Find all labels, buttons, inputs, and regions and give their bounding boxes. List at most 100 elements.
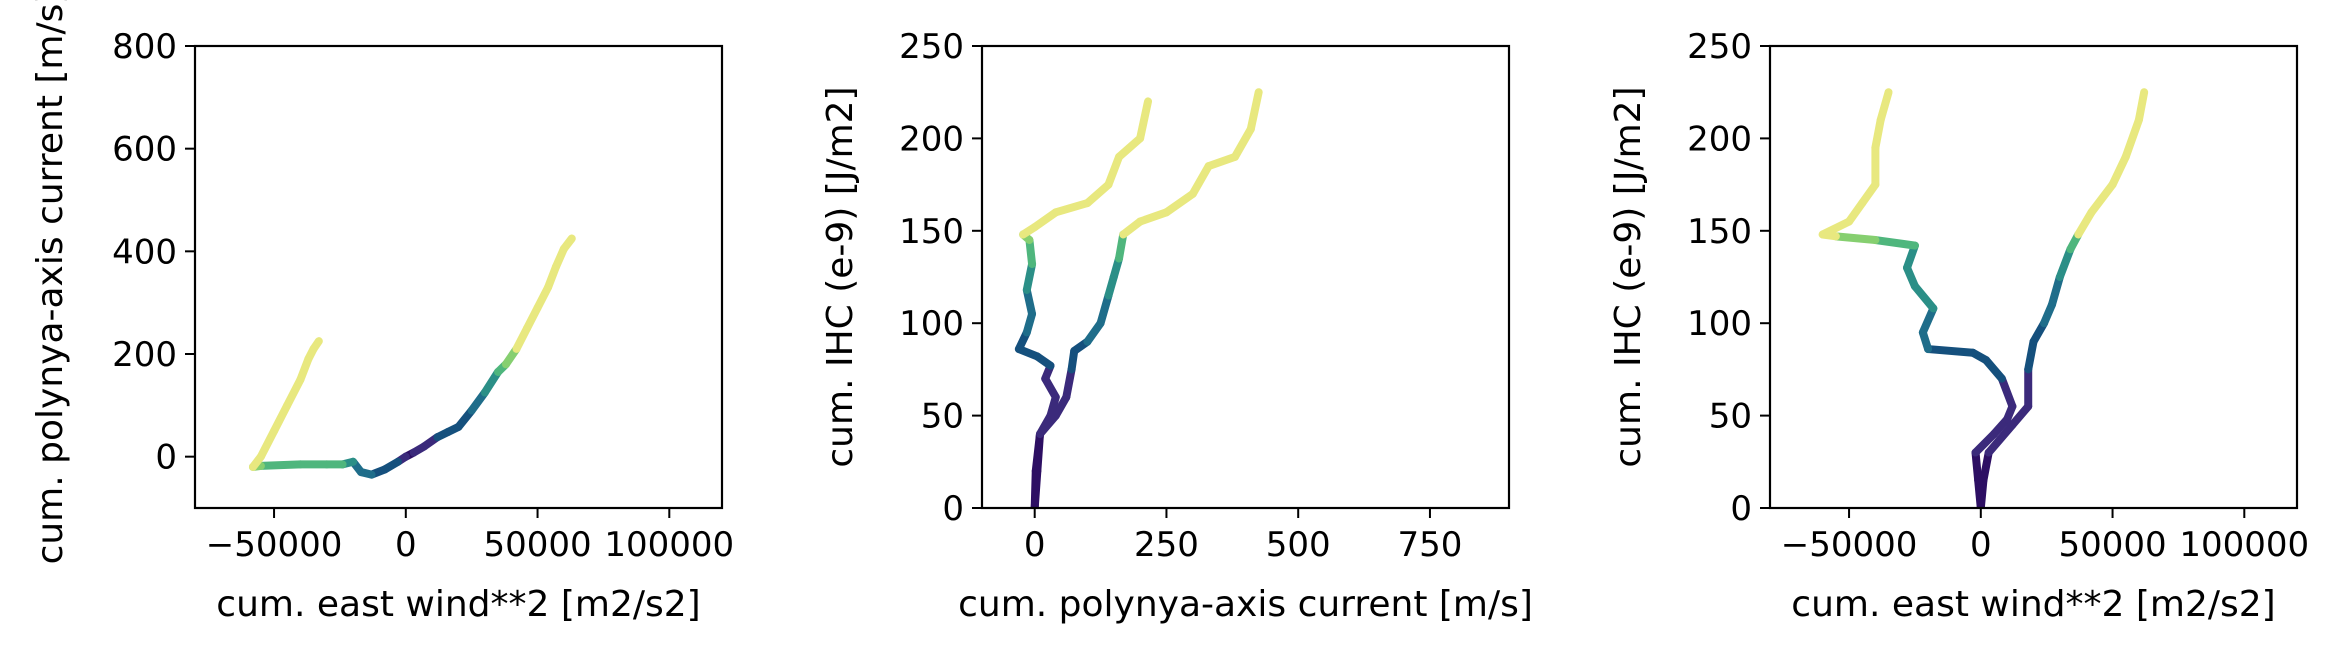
x-tick-label: −50000 [206,525,343,565]
panel-wind-vs-current: −50000 0 50000 100000 0 200 400 600 800 cum. east… [30,0,734,625]
series-segment [270,401,292,435]
y-tick-label: 200 [899,119,964,159]
series-segment [1022,260,1037,294]
series-segment [1246,88,1263,134]
series-segment [1051,199,1092,217]
plot-area [248,234,576,479]
y-tick-label: 100 [1687,304,1752,344]
y-tick-label: 200 [1687,119,1752,159]
series-segment [2108,152,2130,189]
series-segment [256,427,279,461]
series-segment [1083,180,1113,208]
x-axis-label: cum. polynya-axis current [m/s] [958,584,1533,625]
axes-frame [980,44,1511,510]
y-tick-label: 200 [112,335,177,375]
y-axis-label: cum. IHC (e-9) [J/m2] [820,86,861,467]
y-tick-label: 800 [112,27,177,67]
series-segment [1997,374,2017,411]
plot-area [1818,88,2149,508]
series-segment [1971,448,1983,485]
series-segment [1871,236,1919,250]
series-segment [1033,430,1044,476]
series-segment [559,234,576,253]
series-segment [1204,152,1239,171]
series-segment [1982,356,2006,383]
series-segment [1062,365,1076,402]
axes-frame [1768,44,2299,510]
series-segment [1979,448,1993,485]
x-tick-label: 50000 [2058,525,2166,565]
y-tick-label: 100 [899,304,964,344]
series-segment [1022,285,1037,318]
series-segment [2087,180,2117,217]
series-segment [309,337,323,353]
y-tick-label: 250 [1687,27,1752,67]
series-segment [2134,88,2149,124]
series-0 [1976,88,2149,508]
series-segment [1924,345,1977,357]
series-segment [1831,232,1880,245]
series-segment [1115,230,1128,263]
series-segment [1876,88,1893,124]
series-segment [2121,115,2143,161]
x-tick-label: 100000 [604,525,734,565]
y-tick-label: 150 [899,212,964,252]
series-0 [401,234,576,461]
y-axis-label: cum. IHC (e-9) [J/m2] [1608,86,1649,467]
series-segment [2024,337,2038,374]
y-tick-label: 50 [1709,397,1752,437]
x-tick-label: 100000 [2179,525,2309,565]
x-tick-label: 250 [1134,525,1199,565]
x-tick-label: −50000 [1781,525,1918,565]
series-segment [1030,208,1060,232]
series-segment [1230,125,1255,161]
series-segment [1871,115,1885,152]
series-segment [1025,236,1037,269]
y-tick-label: 600 [112,130,177,170]
series-segment [1030,467,1042,508]
y-tick-label: 50 [921,397,964,437]
series-segment [1136,97,1153,143]
series-segment [1918,304,1938,337]
x-tick-label: 0 [1024,525,1046,565]
panel-ihc-vs-current: 0 250 500 750 0 50 100 150 200 250 cum. polynya-ax… [820,27,1533,625]
y-axis-label: cum. polynya-axis current [m/s] [30,0,71,564]
series-1 [1014,97,1153,508]
y-tick-label: 150 [1687,212,1752,252]
y-tick-label: 0 [942,489,964,529]
series-0 [1030,88,1263,508]
series-segment [1188,162,1213,198]
series-segment [1162,189,1197,217]
series-segment [1984,420,2017,457]
x-axis-label: cum. east wind**2 [m2/s2] [216,584,700,625]
y-tick-label: 400 [112,232,177,272]
x-axis-label: cum. east wind**2 [m2/s2] [1791,584,2275,625]
x-tick-label: 750 [1397,525,1462,565]
series-segment [256,460,305,470]
x-tick-label: 500 [1266,525,1331,565]
x-tick-label: 0 [395,525,417,565]
y-tick-label: 250 [899,27,964,67]
series-segment [1971,430,1998,457]
y-tick-label: 0 [1730,489,1752,529]
x-tick-label: 50000 [483,525,591,565]
series-1 [248,337,410,479]
series-segment [2074,208,2096,239]
series-segment [283,375,305,410]
series-segment [2008,402,2033,429]
series-segment [1096,291,1113,328]
series-segment [2047,273,2064,309]
series-segment [1104,152,1124,189]
series-segment [1910,282,1938,313]
series-segment [1974,476,1985,508]
series-segment [2055,245,2075,281]
plot-area [1014,88,1263,508]
y-tick-label: 0 [155,438,177,478]
series-segment [1115,134,1145,161]
series-segment [1818,217,1854,239]
panel-ihc-vs-wind: −50000 0 50000 100000 0 50 100 150 200 250 cum. ea… [1608,27,2309,625]
series-segment [480,367,503,397]
series-1 [1818,88,2017,508]
axes-frame [193,44,724,510]
